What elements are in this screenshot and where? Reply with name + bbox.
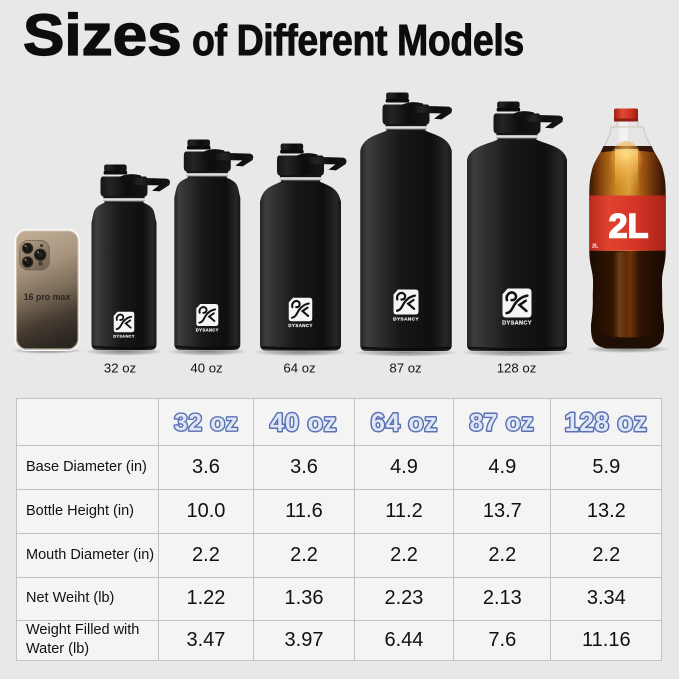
svg-text:40 oz: 40 oz <box>270 409 337 437</box>
svg-text:2L: 2L <box>592 244 599 250</box>
svg-text:128 oz: 128 oz <box>565 409 648 437</box>
svg-text:DYSANCY: DYSANCY <box>113 333 135 338</box>
svg-text:16 pro max: 16 pro max <box>24 292 71 302</box>
svg-text:128 oz: 128 oz <box>497 361 537 376</box>
svg-text:DYSANCY: DYSANCY <box>288 323 313 328</box>
svg-text:32 oz: 32 oz <box>104 361 136 376</box>
svg-text:87 oz: 87 oz <box>470 410 535 437</box>
svg-text:40 oz: 40 oz <box>190 361 222 376</box>
svg-text:DYSANCY: DYSANCY <box>196 327 219 332</box>
svg-text:DYSANCY: DYSANCY <box>502 320 532 326</box>
svg-text:64 oz: 64 oz <box>371 409 438 437</box>
svg-text:DYSANCY: DYSANCY <box>393 317 419 323</box>
svg-text:32 oz: 32 oz <box>174 410 238 437</box>
svg-text:64 oz: 64 oz <box>283 361 315 376</box>
svg-text:87 oz: 87 oz <box>389 361 421 376</box>
svg-text:2L: 2L <box>609 208 649 246</box>
